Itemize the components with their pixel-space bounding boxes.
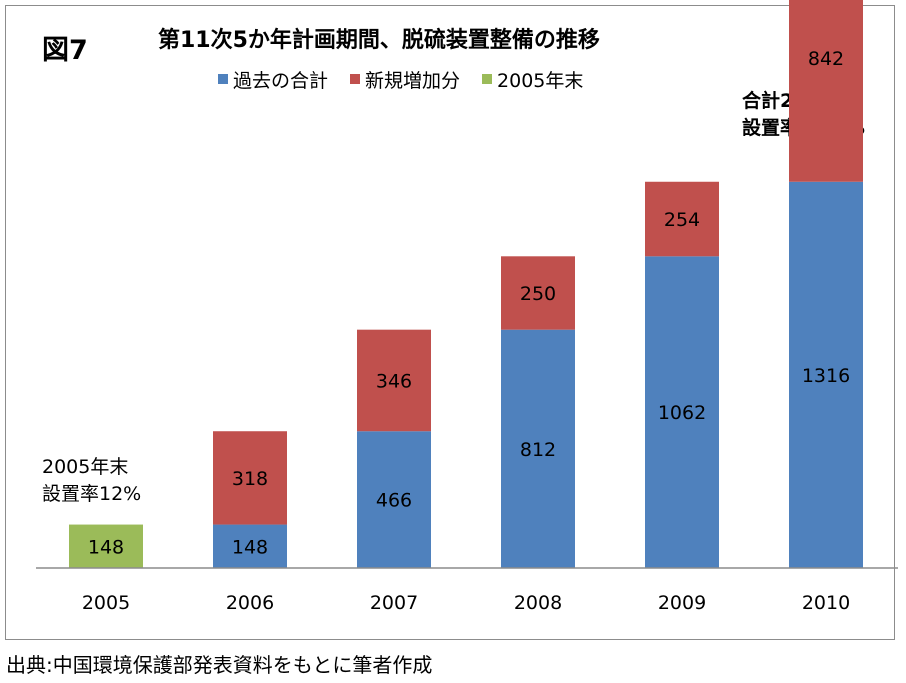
legend-swatch-new-additions bbox=[350, 74, 361, 84]
data-label-past-total-2008: 812 bbox=[520, 439, 556, 461]
bar-past-total-2008 bbox=[501, 329, 575, 568]
legend-label-past-total: 過去の合計 bbox=[233, 69, 329, 92]
annotation-2005-rate: 2005年末 設置率12% bbox=[42, 454, 141, 508]
chart-title: 第11次5か年計画期間、脱硫装置整備の推移 bbox=[158, 28, 600, 53]
data-label-new-additions-2007: 346 bbox=[376, 370, 412, 392]
data-label-end-2005-2005: 148 bbox=[88, 536, 124, 558]
figure-label: 図7 bbox=[42, 35, 88, 66]
bar-new-additions-2009 bbox=[645, 181, 719, 257]
legend-swatch-end-2005 bbox=[482, 74, 493, 84]
data-label-new-additions-2010: 842 bbox=[808, 48, 844, 70]
x-tick-label-2008: 2008 bbox=[514, 592, 562, 614]
annotation-2005-line-1: 2005年末 bbox=[42, 456, 129, 478]
bar-group bbox=[69, 0, 863, 568]
annotation-2005-line-2: 設置率12% bbox=[42, 483, 142, 505]
bar-past-total-2007 bbox=[357, 431, 431, 568]
bar-new-additions-2007 bbox=[357, 329, 431, 432]
data-label-new-additions-2009: 254 bbox=[664, 209, 700, 231]
data-label-past-total-2010: 1316 bbox=[802, 365, 850, 387]
x-tick-label-2010: 2010 bbox=[802, 592, 850, 614]
legend-item-past-total: 過去の合計 bbox=[218, 66, 328, 93]
legend-swatch-past-total bbox=[218, 74, 228, 84]
data-label-new-additions-2008: 250 bbox=[520, 283, 556, 305]
chart-frame bbox=[5, 5, 895, 640]
data-label-new-additions-2006: 318 bbox=[232, 468, 268, 490]
data-label-past-total-2009: 1062 bbox=[658, 402, 706, 424]
legend-label-end-2005: 2005年末 bbox=[497, 69, 584, 92]
legend-item-new-additions: 新規増加分 bbox=[350, 66, 460, 93]
bar-new-additions-2006 bbox=[213, 431, 287, 525]
bar-past-total-2010 bbox=[789, 181, 863, 568]
bar-end-2005-2005 bbox=[69, 524, 143, 568]
x-tick-label-2005: 2005 bbox=[82, 592, 130, 614]
bar-new-additions-2008 bbox=[501, 256, 575, 330]
x-tick-label-2007: 2007 bbox=[370, 592, 418, 614]
data-label-past-total-2007: 466 bbox=[376, 490, 412, 512]
x-tick-label-2006: 2006 bbox=[226, 592, 274, 614]
label-group: 148 2005 148 318 2006 466 346 2007 812 250 2008 106… bbox=[82, 48, 850, 614]
bar-past-total-2009 bbox=[645, 256, 719, 568]
bar-new-additions-2010 bbox=[789, 0, 863, 182]
legend: 過去の合計 新規増加分 2005年末 bbox=[218, 66, 583, 92]
legend-item-end-2005: 2005年末 bbox=[482, 66, 583, 93]
x-tick-label-2009: 2009 bbox=[658, 592, 706, 614]
bar-past-total-2006 bbox=[213, 524, 287, 568]
legend-label-new-additions: 新規増加分 bbox=[365, 69, 461, 92]
data-label-past-total-2006: 148 bbox=[232, 536, 268, 558]
source-note: 出典:中国環境保護部発表資料をもとに筆者作成 bbox=[6, 653, 433, 677]
